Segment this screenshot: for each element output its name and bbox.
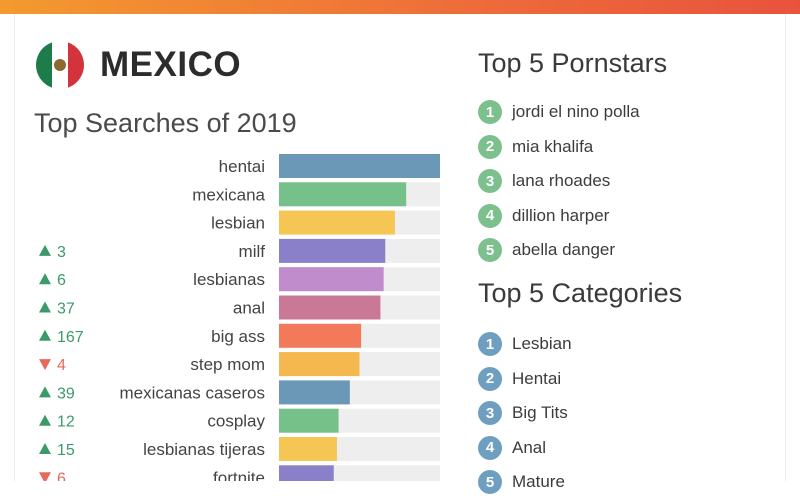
bar-big-ass xyxy=(279,323,362,348)
pornstar-name: lana rhoades xyxy=(512,171,611,191)
category-name: Lesbian xyxy=(512,334,572,354)
category-item: 5 Mature xyxy=(478,465,682,500)
top-categories-section: Top 5 Categories 1 Lesbian 2 Hentai 3 Big T… xyxy=(478,278,682,500)
rank-badge: 4 xyxy=(478,435,502,460)
category-label: lesbianas xyxy=(193,270,265,289)
top-categories-title: Top 5 Categories xyxy=(478,278,683,308)
category-label: fortnite xyxy=(213,468,265,481)
rank-up-icon xyxy=(39,414,51,426)
bar-fortnite xyxy=(279,465,334,481)
category-label: cosplay xyxy=(207,412,265,431)
bar-lesbianas xyxy=(279,267,384,292)
bar-hentai xyxy=(279,154,440,178)
bar-mexicana xyxy=(279,182,407,207)
page-frame xyxy=(14,14,786,481)
bar-lesbianas-tijeras xyxy=(279,437,337,461)
top-accent-bar xyxy=(0,0,800,14)
category-item: 2 Hentai xyxy=(478,362,682,397)
pornstar-item: 1 jordi el nino polla xyxy=(478,95,667,130)
bar-anal xyxy=(279,295,381,320)
rank-badge: 3 xyxy=(478,401,502,426)
top-pornstars-title: Top 5 Pornstars xyxy=(478,48,668,78)
rank-up-icon xyxy=(39,443,51,454)
category-item: 4 Anal xyxy=(478,431,682,466)
rank-change-value: 39 xyxy=(57,385,75,402)
rank-up-icon xyxy=(39,386,51,398)
country-title: MEXICO xyxy=(100,45,242,84)
rank-change-value: 15 xyxy=(57,442,75,459)
rank-change-value: 3 xyxy=(57,244,66,261)
category-item: 3 Big Tits xyxy=(478,396,682,431)
pornstar-item: 2 mia khalifa xyxy=(478,130,667,165)
rank-badge: 2 xyxy=(478,366,502,391)
category-name: Big Tits xyxy=(512,403,568,423)
pornstar-name: abella danger xyxy=(512,240,616,260)
bar-mexicanas-caseros xyxy=(279,380,350,405)
rank-badge: 5 xyxy=(478,470,502,495)
bar-cosplay xyxy=(279,408,339,433)
category-name: Mature xyxy=(512,472,565,492)
rank-change-value: 12 xyxy=(57,414,75,431)
rank-change-value: 4 xyxy=(57,357,66,374)
rank-up-icon xyxy=(39,329,51,341)
category-label: lesbianas tijeras xyxy=(143,440,265,459)
rank-badge: 4 xyxy=(478,203,502,228)
category-label: mexicanas caseros xyxy=(119,383,265,402)
pornstar-name: jordi el nino polla xyxy=(512,102,640,122)
rank-badge: 2 xyxy=(478,134,502,159)
category-label: hentai xyxy=(219,157,265,176)
country-header: MEXICO xyxy=(36,40,241,90)
top-pornstars-section: Top 5 Pornstars 1 jordi el nino polla 2 mi… xyxy=(478,48,667,268)
pornstar-name: mia khalifa xyxy=(512,136,594,156)
category-label: lesbian xyxy=(211,214,265,233)
pornstar-name: dillion harper xyxy=(512,205,610,225)
rank-change-value: 6 xyxy=(57,470,66,481)
category-label: mexicana xyxy=(192,185,265,204)
category-item: 1 Lesbian xyxy=(478,327,682,362)
rank-change-value: 167 xyxy=(57,329,84,346)
category-label: step mom xyxy=(190,355,265,374)
pornstar-item: 3 lana rhoades xyxy=(478,164,667,199)
rank-badge: 1 xyxy=(478,100,502,125)
category-name: Anal xyxy=(512,437,547,457)
category-label: big ass xyxy=(211,327,265,346)
pornstar-item: 5 abella danger xyxy=(478,233,667,268)
mexico-flag-icon xyxy=(36,41,84,89)
pornstar-item: 4 dillion harper xyxy=(478,199,667,234)
rank-up-icon xyxy=(39,244,51,256)
top-searches-chart: hentai mexicana lesbian milf 3 lesbianas 6 anal… xyxy=(39,154,440,481)
chart-title: Top Searches of 2019 xyxy=(34,108,297,138)
category-name: Hentai xyxy=(512,368,562,388)
rank-down-icon xyxy=(39,472,51,481)
category-label: anal xyxy=(233,299,265,318)
top-categories-list: 1 Lesbian 2 Hentai 3 Big Tits 4 Anal 5 Mature xyxy=(478,327,682,500)
rank-badge: 5 xyxy=(478,238,502,263)
rank-up-icon xyxy=(39,301,51,313)
rank-up-icon xyxy=(39,273,51,285)
bar-lesbian xyxy=(279,210,395,235)
rank-change-value: 6 xyxy=(57,272,66,289)
rank-badge: 1 xyxy=(478,332,502,357)
bar-step-mom xyxy=(279,352,360,377)
top-pornstars-list: 1 jordi el nino polla 2 mia khalifa 3 lana … xyxy=(478,95,667,268)
rank-change-value: 37 xyxy=(57,301,75,318)
bar-milf xyxy=(279,238,386,263)
rank-badge: 3 xyxy=(478,169,502,194)
rank-down-icon xyxy=(39,359,51,371)
category-label: milf xyxy=(239,242,266,261)
